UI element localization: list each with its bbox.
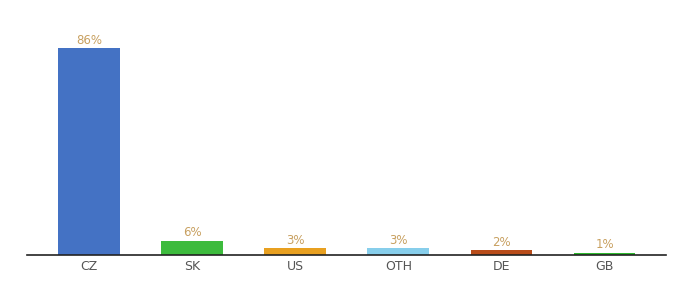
Text: 2%: 2% <box>492 236 511 249</box>
Text: 6%: 6% <box>183 226 201 239</box>
Text: 86%: 86% <box>76 34 102 47</box>
Bar <box>58 48 120 255</box>
Text: 1%: 1% <box>595 238 614 251</box>
Bar <box>161 241 223 255</box>
Bar <box>574 253 636 255</box>
Text: 3%: 3% <box>389 234 407 247</box>
Text: 3%: 3% <box>286 234 305 247</box>
Bar <box>471 250 532 255</box>
Bar <box>367 248 429 255</box>
Bar <box>265 248 326 255</box>
